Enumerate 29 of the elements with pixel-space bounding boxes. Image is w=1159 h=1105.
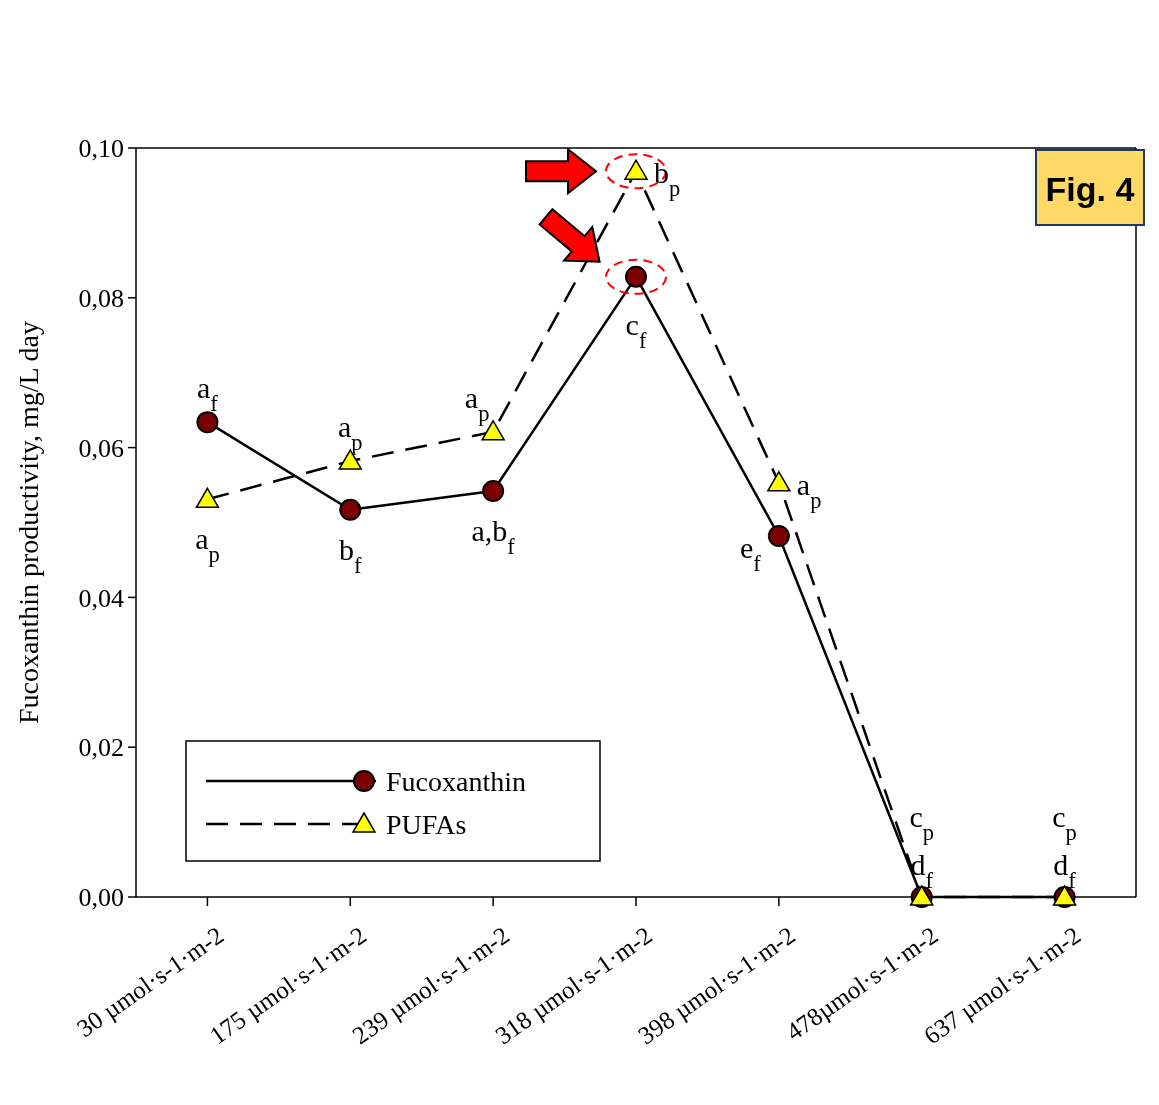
y-tick-label: 0,02 — [78, 733, 124, 763]
legend-label: PUFAs — [386, 808, 467, 840]
annotation: a,b$_{f}$ — [471, 514, 516, 559]
y-axis-title: Fucoxanthin productivity, mg/L day — [12, 320, 44, 725]
annotation: b$_{p}$ — [654, 156, 681, 201]
point — [195, 487, 220, 509]
annotation: a$_{f}$ — [197, 371, 219, 416]
y-tick-label: 0,06 — [78, 433, 124, 463]
annotation: c$_{p}$ — [909, 800, 934, 845]
annotation: c$_{f}$ — [625, 307, 647, 353]
annotation: c$_{p}$ — [1052, 800, 1077, 845]
annotation: a$_{p}$ — [796, 467, 822, 513]
annotation: Fig. 4 — [1045, 170, 1135, 208]
point — [482, 480, 505, 503]
point — [767, 524, 790, 547]
annotation: a$_{p}$ — [464, 380, 490, 426]
y-tick-label: 0,10 — [78, 134, 124, 164]
y-tick-label: 0,00 — [78, 883, 124, 913]
annotation: a$_{p}$ — [195, 522, 220, 567]
legend-label: Fucoxanthin — [386, 765, 526, 797]
y-tick-label: 0,04 — [78, 583, 124, 613]
point — [767, 471, 791, 492]
y-tick-label: 0,08 — [78, 283, 124, 313]
point — [339, 498, 362, 521]
point — [196, 411, 219, 434]
annotation: e$_{f}$ — [740, 530, 762, 576]
annotation: d$_{f}$ — [1053, 848, 1077, 893]
annotation: a$_{p}$ — [338, 410, 363, 455]
annotation: b$_{f}$ — [339, 532, 363, 578]
